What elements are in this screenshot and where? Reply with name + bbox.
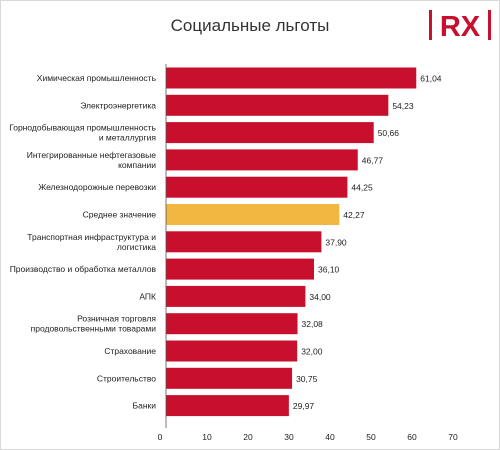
category-label: Интегрированные нефтегазовые — [27, 150, 157, 160]
bar — [166, 149, 358, 171]
category-label: Железнодорожные перевозки — [38, 182, 156, 192]
bar — [166, 395, 289, 417]
bar — [166, 258, 315, 280]
bar — [166, 122, 374, 144]
category-label: Химическая промышленность — [37, 73, 157, 83]
category-label: АПК — [139, 291, 156, 301]
bar — [166, 204, 340, 225]
category-label: компании — [118, 160, 156, 170]
category-label: продовольственными товарами — [31, 324, 157, 334]
x-tick-label: 60 — [407, 432, 417, 442]
bar — [166, 94, 389, 116]
bar-value-label: 29,97 — [293, 401, 315, 411]
x-tick-label: 30 — [284, 432, 294, 442]
bar-value-label: 50,66 — [378, 128, 400, 138]
bar — [166, 67, 417, 89]
x-tick-label: 20 — [243, 432, 253, 442]
bar-value-label: 61,04 — [420, 74, 442, 84]
category-label: Розничная торговля — [77, 314, 156, 324]
logo-stripe-left — [429, 10, 432, 40]
bar-value-label: 44,25 — [351, 183, 373, 193]
category-label: Страхование — [104, 346, 156, 356]
category-label: Производство и обработка металлов — [10, 264, 157, 274]
bar-value-label: 30,75 — [296, 374, 318, 384]
category-label: Банки — [133, 401, 157, 411]
x-tick-label: 70 — [448, 432, 458, 442]
bar — [166, 285, 306, 307]
category-label: логистика — [117, 242, 156, 252]
bar-value-label: 46,77 — [362, 155, 384, 165]
bar-value-label: 32,08 — [302, 319, 324, 329]
bar-value-label: 34,00 — [309, 292, 331, 302]
x-tick-label: 0 — [158, 432, 163, 442]
bar-value-label: 42,27 — [343, 210, 365, 220]
category-label: Электроэнергетика — [80, 100, 156, 110]
bar — [166, 340, 298, 362]
category-label: Строительство — [97, 373, 156, 383]
bar-value-label: 54,23 — [392, 101, 414, 111]
x-tick-label: 50 — [366, 432, 376, 442]
category-label: Горнодобывающая промышленность — [9, 123, 156, 133]
chart-title: Социальные льготы — [170, 16, 330, 35]
x-tick-label: 10 — [202, 432, 212, 442]
bar-value-label: 37,90 — [325, 237, 347, 247]
logo-stripe-right — [488, 10, 491, 40]
bar — [166, 231, 322, 253]
bar — [166, 313, 298, 335]
bar-value-label: 32,00 — [301, 347, 323, 357]
logo-text: RX — [440, 11, 481, 40]
category-label: Среднее значение — [83, 210, 157, 220]
rx-logo-icon: RX — [429, 10, 491, 40]
bar — [166, 367, 293, 389]
x-tick-label: 40 — [325, 432, 335, 442]
category-label: Транспортная инфраструктура и — [27, 232, 156, 242]
bar — [166, 176, 348, 198]
category-label: и металлургия — [99, 133, 157, 143]
bar-value-label: 36,10 — [318, 265, 340, 275]
